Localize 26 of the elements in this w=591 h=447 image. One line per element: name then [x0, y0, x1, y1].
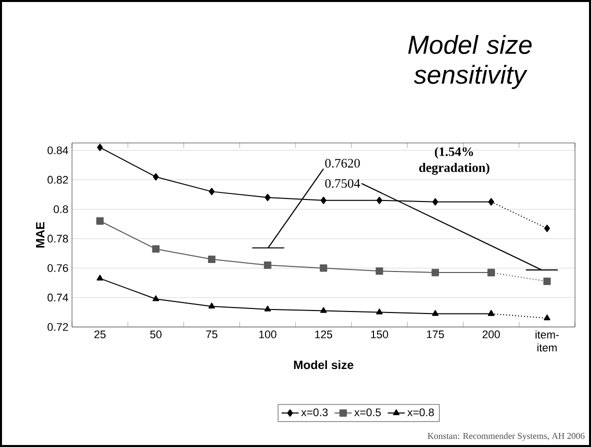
legend-label: x=0.3: [301, 408, 328, 416]
y-tick-label: 0.78: [48, 234, 68, 243]
chart-title: Model size sensitivity: [408, 34, 532, 90]
y-tick-label: 0.76: [48, 264, 68, 272]
x-tick-label: 175: [426, 330, 444, 338]
annotation: 0.7504: [325, 179, 360, 188]
y-tick-label: 0.74: [48, 294, 68, 302]
x-tick-label: 25: [94, 330, 106, 338]
annotation: (1.54% degradation): [419, 146, 490, 175]
x-tick-label: 75: [206, 330, 218, 338]
legend-label: x=0.8: [407, 408, 434, 416]
x-tick-label: 125: [315, 330, 332, 338]
x-tick-label: 150: [371, 330, 388, 338]
text: Konstan: Recommender Systems, AH 2006: [428, 432, 585, 441]
x-tick-label: 50: [150, 330, 162, 338]
x-tick-label: 100: [259, 330, 276, 338]
x-axis-title: Model size: [294, 360, 354, 370]
x-tick-label: 200: [482, 330, 500, 338]
legend-label: x=0.5: [354, 408, 381, 416]
x-tick-label: item-item: [536, 330, 559, 352]
y-axis-title: MAE: [36, 222, 44, 248]
y-tick-label: 0.82: [48, 176, 68, 184]
annotation: 0.7620: [325, 158, 360, 168]
y-tick-label: 0.84: [48, 146, 68, 154]
y-tick-label: 0.72: [48, 323, 68, 331]
y-tick-label: 0.8: [54, 205, 68, 214]
